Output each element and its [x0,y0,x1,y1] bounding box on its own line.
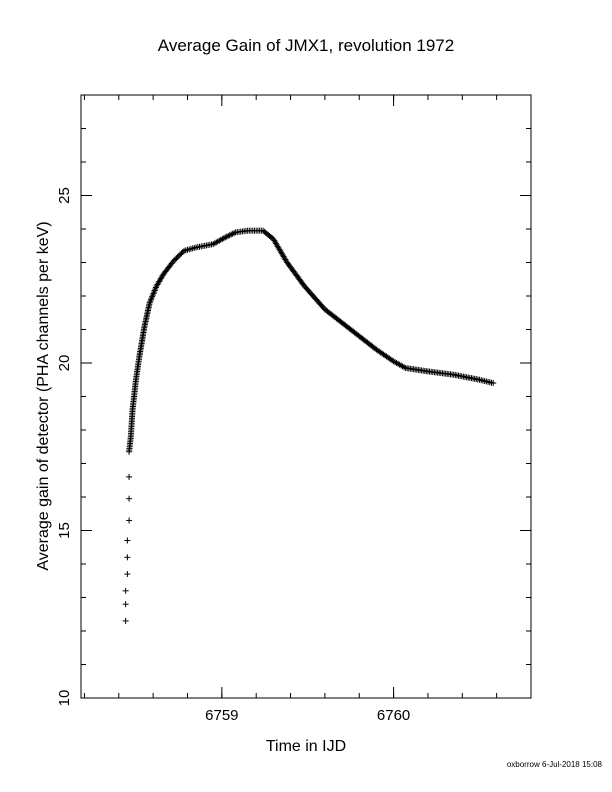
data-point [122,601,129,608]
x-tick-label: 6759 [205,707,238,724]
data-point [122,587,129,594]
data-point [124,554,131,561]
data-point [229,230,236,237]
x-axis-title: Time in IJD [265,738,347,755]
data-point [126,473,133,480]
data-point [179,249,186,256]
data-point [122,617,129,624]
data-point [222,234,229,241]
data-point [174,254,181,261]
data-point [124,537,131,544]
data-point [228,231,235,238]
data-point [226,232,233,239]
author-timestamp: oxborrow 6-Jul-2018 15:08 [506,760,602,769]
data-point [175,252,182,259]
data-point [223,233,230,240]
y-tick-label: 15 [56,522,73,539]
data-point [126,517,133,524]
axis-ticks [81,94,532,699]
data-point [490,380,497,387]
axis-tick-labels: 6759 6760 10 15 20 25 [56,187,410,724]
data-point [178,250,185,257]
data-point [173,255,180,262]
data-point [126,495,133,502]
chart-title: Average Gain of JMX1, revolution 1972 [157,36,455,55]
data-point [124,571,131,578]
data-point [177,251,184,258]
y-tick-label: 20 [56,355,73,372]
data-point [231,230,238,237]
plot-frame [80,94,532,699]
y-tick-label: 25 [56,187,73,204]
data-markers [122,227,497,624]
y-tick-label: 10 [56,690,73,707]
x-tick-label: 6760 [377,707,410,724]
data-point [170,257,177,264]
data-point [172,256,179,263]
data-point [225,232,232,239]
